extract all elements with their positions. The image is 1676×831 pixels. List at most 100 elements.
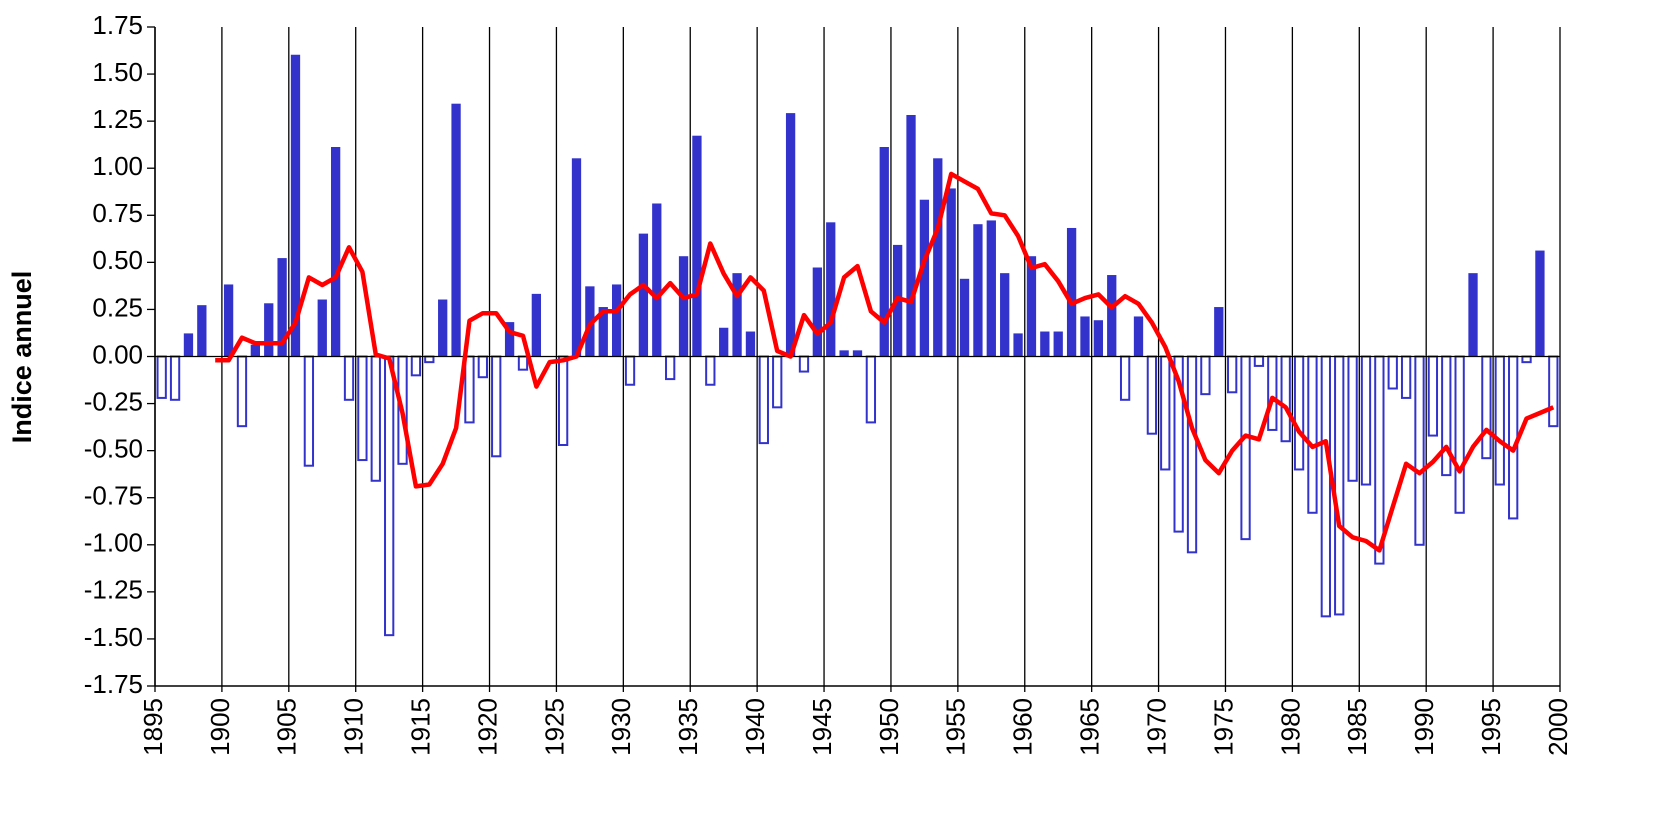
x-tick-label: 1930: [606, 698, 636, 756]
x-tick-label: 1915: [405, 698, 435, 756]
bar: [451, 103, 461, 357]
bar: [1400, 355, 1412, 399]
bar: [719, 327, 729, 357]
bar: [1441, 355, 1452, 477]
x-tick-label: 1980: [1275, 698, 1305, 756]
bar: [1548, 355, 1559, 428]
bar: [438, 299, 448, 357]
bar: [705, 355, 716, 386]
bar: [1146, 355, 1158, 435]
bar: [424, 355, 435, 364]
bar: [638, 233, 649, 357]
bar: [1334, 355, 1345, 616]
bar: [1107, 275, 1117, 357]
bar: [973, 224, 983, 357]
y-tick-label: -1.50: [84, 622, 143, 652]
x-tick-label: 1990: [1409, 698, 1439, 756]
bar: [959, 278, 970, 357]
x-tick-label: 1935: [673, 698, 703, 756]
bar: [1508, 355, 1519, 520]
x-tick-label: 1970: [1141, 698, 1171, 756]
bar: [785, 113, 796, 357]
bar: [1200, 355, 1211, 396]
bar: [798, 355, 810, 373]
bar: [1013, 333, 1023, 357]
y-axis-title: Indice annuel: [7, 271, 37, 444]
bar: [183, 333, 194, 357]
trend-line: [215, 171, 1555, 553]
y-tick-label: 0.75: [92, 198, 143, 228]
bar: [1026, 256, 1037, 357]
bar: [330, 147, 341, 357]
bar: [812, 267, 823, 357]
bar: [384, 355, 395, 637]
x-tick-label: 1900: [205, 698, 235, 756]
y-tick-label: 1.75: [92, 10, 143, 40]
bar: [732, 273, 742, 358]
bar: [264, 303, 274, 357]
y-tick-label: -1.25: [84, 575, 143, 605]
y-tick-label: 1.50: [92, 57, 143, 87]
bar: [491, 355, 502, 458]
bar: [464, 355, 475, 424]
bar: [1053, 331, 1063, 357]
x-tick-label: 1895: [138, 698, 168, 756]
bar: [692, 135, 702, 357]
bar: [839, 350, 849, 358]
bar: [410, 355, 422, 377]
y-tick-label: -0.75: [84, 481, 143, 511]
bar: [223, 284, 234, 357]
x-tick-label: 1960: [1008, 698, 1038, 756]
x-tick-label: 2000: [1543, 698, 1573, 756]
bar: [678, 256, 689, 357]
bar: [357, 355, 368, 462]
bar: [1521, 355, 1532, 364]
bar: [1160, 355, 1171, 471]
bar: [1214, 307, 1224, 357]
y-tick-label: -1.75: [84, 669, 143, 699]
y-tick-label: 0.25: [92, 292, 143, 322]
bar: [1186, 355, 1198, 554]
bar: [852, 350, 863, 358]
bar: [1307, 355, 1318, 514]
bar: [826, 222, 836, 357]
bar: [1374, 355, 1385, 565]
y-tick-label: 0.50: [92, 245, 143, 275]
bar: [919, 199, 930, 357]
bar: [933, 158, 943, 357]
bar: [1427, 355, 1439, 437]
bar: [865, 355, 877, 424]
bar: [303, 355, 315, 467]
bar: [236, 355, 248, 428]
bar: [1320, 355, 1331, 618]
bar: [557, 355, 569, 446]
bar: [1535, 250, 1545, 357]
x-tick-label: 1955: [941, 698, 971, 756]
y-tick-label: -1.00: [84, 528, 143, 558]
x-tick-label: 1910: [339, 698, 369, 756]
bar: [906, 114, 916, 357]
bar: [1093, 320, 1104, 357]
x-tick-label: 1985: [1342, 698, 1372, 756]
bar: [1080, 316, 1090, 357]
x-tick-label: 1950: [874, 698, 904, 756]
bar: [624, 355, 636, 386]
bar: [946, 188, 956, 357]
bar: [758, 355, 769, 445]
bar: [1414, 355, 1425, 546]
bar: [1240, 355, 1251, 541]
bar: [611, 284, 622, 357]
bar: [317, 299, 327, 357]
bar: [879, 147, 889, 357]
bar: [1066, 227, 1077, 357]
bar: [1000, 273, 1010, 358]
bar: [1040, 331, 1050, 357]
bar: [1347, 355, 1358, 482]
x-tick-label: 1945: [807, 698, 837, 756]
x-tick-label: 1995: [1476, 698, 1506, 756]
x-tick-label: 1925: [539, 698, 569, 756]
bar: [1280, 355, 1291, 443]
bar: [652, 203, 662, 357]
y-tick-label: -0.25: [84, 386, 143, 416]
